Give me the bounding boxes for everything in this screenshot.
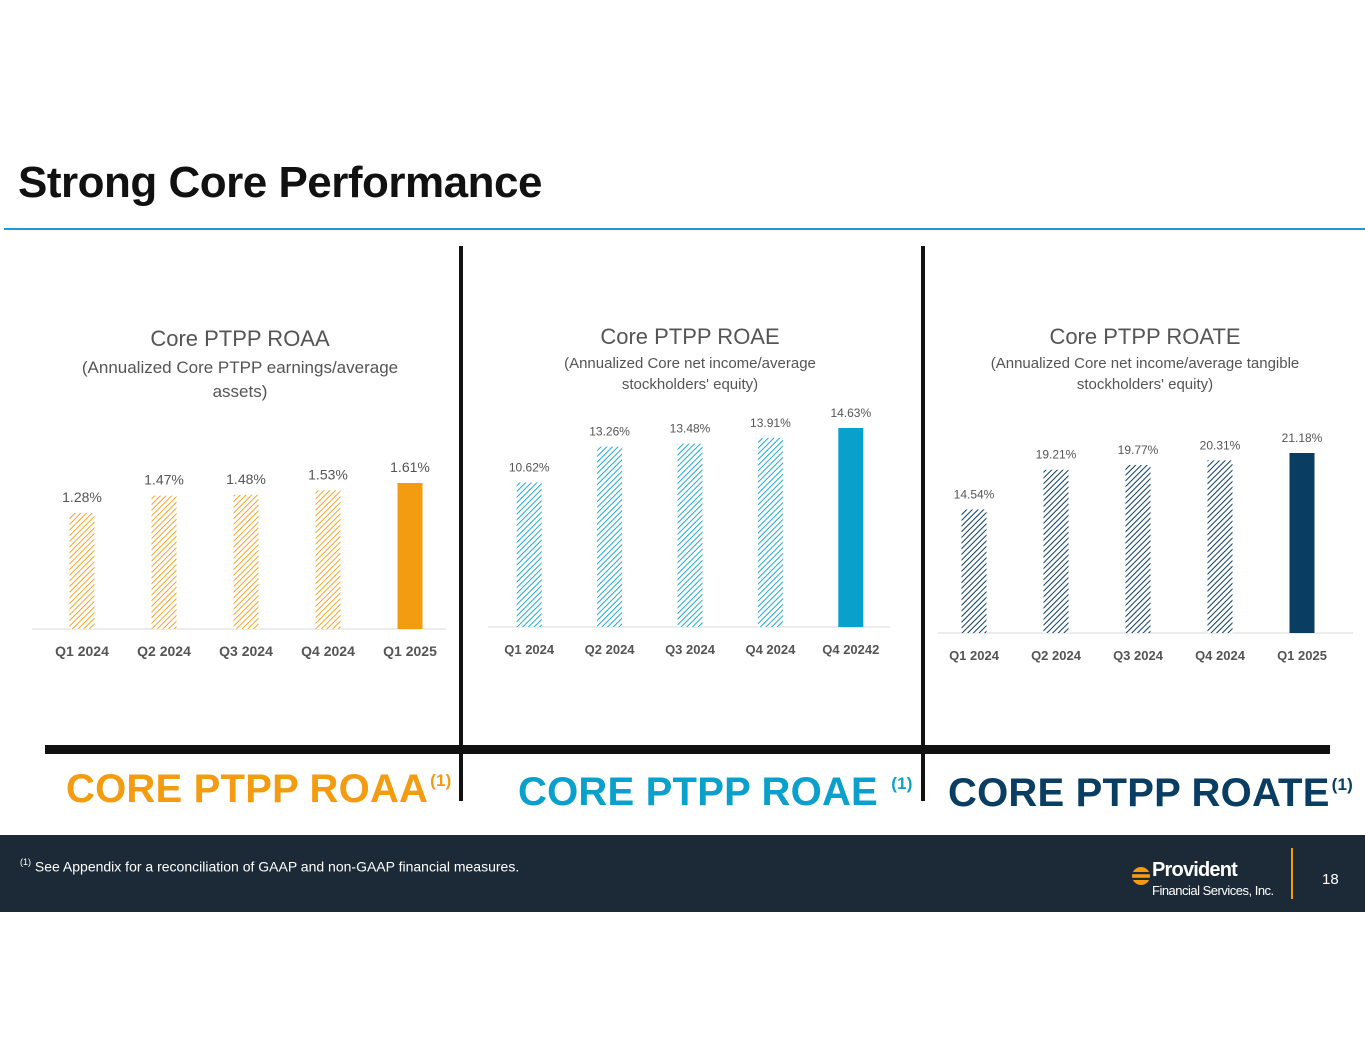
x-tick-label: Q1 2024 xyxy=(504,642,555,657)
bar-q2-2024 xyxy=(1043,469,1069,633)
bar-q3-2024 xyxy=(1125,464,1151,633)
data-label: 14.54% xyxy=(954,487,995,501)
metric-label-roaa: CORE PTPP ROAA (1) xyxy=(66,767,452,812)
x-tick-label: Q2 2024 xyxy=(585,642,636,657)
chart-subtitle-line: stockholders' equity) xyxy=(1077,376,1213,393)
data-label: 20.31% xyxy=(1200,438,1241,452)
bar-q4-2024 xyxy=(1207,460,1233,633)
x-tick-label: Q4 20242 xyxy=(822,642,879,657)
x-tick-label: Q1 2024 xyxy=(949,648,1000,663)
chart-roate: Core PTPP ROATE (Annualized Core net inco… xyxy=(935,320,1355,675)
data-label: 1.48% xyxy=(226,471,266,487)
logo-mark-icon xyxy=(1130,867,1152,885)
data-label: 13.26% xyxy=(589,425,630,439)
vertical-divider-right xyxy=(921,246,925,801)
data-label: 1.53% xyxy=(308,466,348,482)
bar-q1-2025 xyxy=(397,483,423,629)
data-label: 19.21% xyxy=(1036,448,1077,462)
metric-roate-text: CORE PTPP ROATE xyxy=(948,771,1330,815)
x-tick-label: Q2 2024 xyxy=(1031,648,1082,663)
bar-q2-2024 xyxy=(151,495,177,629)
x-tick-label: Q1 2025 xyxy=(1277,648,1327,663)
data-label: 14.63% xyxy=(830,406,871,420)
footnote-text: See Appendix for a reconciliation of GAA… xyxy=(31,858,520,875)
chart-title: Core PTPP ROAA xyxy=(150,326,330,351)
chart-roaa-svg: Core PTPP ROAA (Annualized Core PTPP earn… xyxy=(32,326,446,659)
horizontal-divider xyxy=(45,745,1330,754)
data-label: 10.62% xyxy=(509,461,550,475)
chart-subtitle-line: (Annualized Core net income/average tang… xyxy=(991,355,1300,372)
data-label: 21.18% xyxy=(1282,431,1323,445)
data-label: 1.28% xyxy=(62,489,102,505)
x-tick-label: Q1 2024 xyxy=(55,643,109,659)
data-label: 19.77% xyxy=(1118,443,1159,457)
bar-q4-20242 xyxy=(838,428,864,627)
bar-q3-2024 xyxy=(677,443,703,627)
x-tick-label: Q3 2024 xyxy=(665,642,716,657)
logo-name: Provident xyxy=(1152,859,1238,881)
chart-roae: Core PTPP ROAE (Annualized Core net incom… xyxy=(484,320,896,670)
bar-q1-2024 xyxy=(69,512,95,629)
chart-subtitle-line: stockholders' equity) xyxy=(622,376,758,393)
bar-q1-2024 xyxy=(516,482,542,627)
x-tick-label: Q4 2024 xyxy=(301,643,355,659)
chart-subtitle-line: (Annualized Core PTPP earnings/average xyxy=(82,358,398,377)
footnote-marker: (1) xyxy=(20,857,31,867)
metric-label-roae: CORE PTPP ROAE (1) xyxy=(518,770,913,815)
logo-divider xyxy=(1291,848,1293,899)
data-label: 13.48% xyxy=(670,422,711,436)
x-tick-label: Q2 2024 xyxy=(137,643,191,659)
page-title: Strong Core Performance xyxy=(18,158,542,207)
chart-title: Core PTPP ROATE xyxy=(1049,324,1240,349)
footer-bar: (1) See Appendix for a reconciliation of… xyxy=(0,835,1365,912)
vertical-divider-left xyxy=(459,246,463,801)
bar-q3-2024 xyxy=(233,494,259,629)
metric-label-roate: CORE PTPP ROATE (1) xyxy=(948,771,1353,816)
metric-roae-footnote: (1) xyxy=(891,774,913,793)
bar-q4-2024 xyxy=(757,437,783,627)
data-label: 1.47% xyxy=(144,472,184,488)
footnote: (1) See Appendix for a reconciliation of… xyxy=(20,857,520,875)
logo-subtitle: Financial Services, Inc. xyxy=(1152,883,1274,898)
x-tick-label: Q3 2024 xyxy=(219,643,273,659)
x-tick-label: Q3 2024 xyxy=(1113,648,1164,663)
bar-q4-2024 xyxy=(315,490,341,629)
x-tick-label: Q4 2024 xyxy=(1195,648,1246,663)
data-label: 1.61% xyxy=(390,459,430,475)
chart-subtitle-line: assets) xyxy=(213,382,268,401)
chart-subtitle-line: (Annualized Core net income/average xyxy=(564,355,816,372)
metric-roaa-text: CORE PTPP ROAA xyxy=(66,767,429,811)
bar-q2-2024 xyxy=(597,446,623,627)
chart-roate-svg: Core PTPP ROATE (Annualized Core net inco… xyxy=(938,324,1353,663)
x-tick-label: Q4 2024 xyxy=(745,642,796,657)
bar-q1-2024 xyxy=(961,509,987,633)
metric-roaa-footnote: (1) xyxy=(430,771,452,790)
data-label: 13.91% xyxy=(750,416,791,430)
bar-q1-2025 xyxy=(1289,453,1315,633)
page-number: 18 xyxy=(1322,871,1339,888)
chart-roae-svg: Core PTPP ROAE (Annualized Core net incom… xyxy=(488,324,890,657)
chart-title: Core PTPP ROAE xyxy=(600,324,779,349)
title-divider xyxy=(4,228,1365,230)
metric-roae-text: CORE PTPP ROAE xyxy=(518,770,890,814)
metric-roate-footnote: (1) xyxy=(1331,775,1353,794)
x-tick-label: Q1 2025 xyxy=(383,643,437,659)
chart-roaa: Core PTPP ROAA (Annualized Core PTPP earn… xyxy=(30,320,450,670)
